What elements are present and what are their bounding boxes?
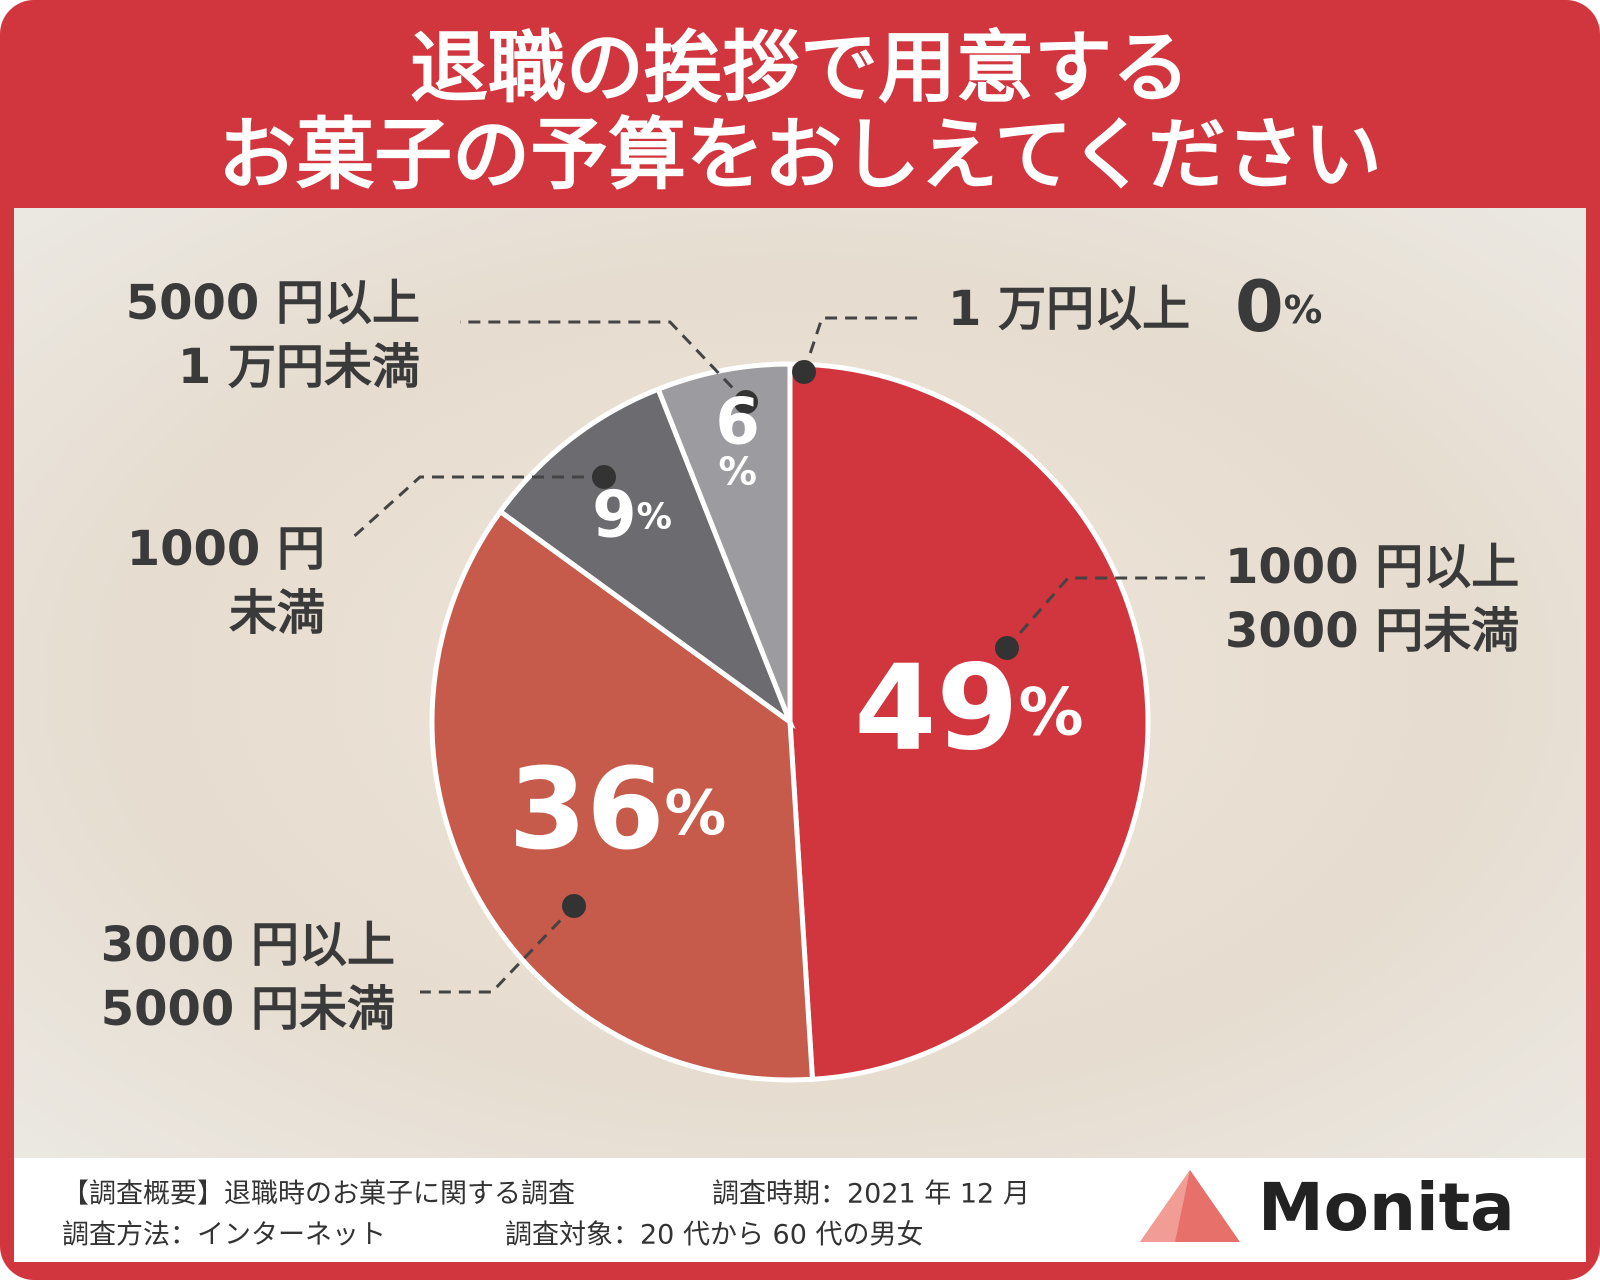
value-unit: %: [1019, 675, 1084, 750]
category-label: 5000 円以上 1 万円未満: [126, 275, 420, 395]
value-label: 36%: [509, 745, 727, 875]
value-number: 36: [509, 745, 665, 875]
leader-dot: [792, 360, 816, 384]
leader-dot: [995, 636, 1019, 660]
footer-text: 【調査概要】退職時のお菓子に関する調査: [62, 1179, 575, 1210]
category-label: 3000 円以上 5000 円未満: [101, 917, 395, 1037]
value-unit: %: [718, 449, 756, 494]
category-label: 1000 円未満: [127, 521, 325, 641]
leader-line: [348, 475, 604, 542]
leader-line: [802, 316, 922, 373]
category-label-line: 1 万円未満: [178, 339, 420, 395]
value-number: 6: [715, 385, 760, 459]
category-label: 1 万円以上: [948, 281, 1190, 337]
category-label-line: 1000 円以上: [1225, 539, 1519, 595]
value-label: 9%: [592, 478, 672, 552]
category-label-line: 1000 円: [127, 521, 325, 577]
category-label-line: 3000 円以上: [101, 917, 395, 973]
value-number: 49: [854, 639, 1018, 777]
logo: Monita: [1258, 1169, 1515, 1246]
value-unit: %: [1284, 288, 1323, 333]
value-unit: %: [665, 777, 727, 849]
value-label: 0%: [1235, 266, 1322, 348]
footer-text: 調査方法：インターネット: [62, 1220, 386, 1251]
chart-title: 退職の挨拶で用意する: [410, 23, 1190, 113]
leader-dot: [592, 465, 616, 489]
leader-line: [420, 904, 576, 994]
pie-slice: [429, 508, 816, 1083]
leader-line: [1005, 576, 1205, 649]
leader-line: [460, 320, 748, 404]
category-label-line: 1 万円以上: [948, 281, 1190, 337]
value-number: 9: [592, 478, 637, 552]
leader-dot: [734, 390, 758, 414]
value-unit: %: [637, 496, 672, 537]
footer-box: [14, 1158, 1586, 1262]
chart-title: お菓子の予算をおしえてください: [218, 110, 1382, 200]
value-number: 0: [1235, 266, 1284, 348]
category-label: 1000 円以上 3000 円未満: [1225, 539, 1519, 659]
footer-text: 調査対象：20 代から 60 代の男女: [505, 1220, 923, 1251]
category-label-line: 5000 円未満: [101, 981, 395, 1037]
pie-slice: [654, 361, 793, 723]
logo-mark: [1140, 1170, 1190, 1242]
category-label-line: 未満: [229, 585, 325, 641]
pie-slice: [496, 385, 796, 730]
value-label: 6%: [715, 385, 760, 494]
pie-slice: [787, 361, 1151, 1082]
category-label-line: 5000 円以上: [126, 275, 420, 331]
category-label-line: 3000 円未満: [1225, 603, 1519, 659]
leader-dot: [562, 894, 586, 918]
value-label: 49%: [854, 639, 1083, 777]
footer-text: 調査時期：2021 年 12 月: [712, 1179, 1030, 1210]
